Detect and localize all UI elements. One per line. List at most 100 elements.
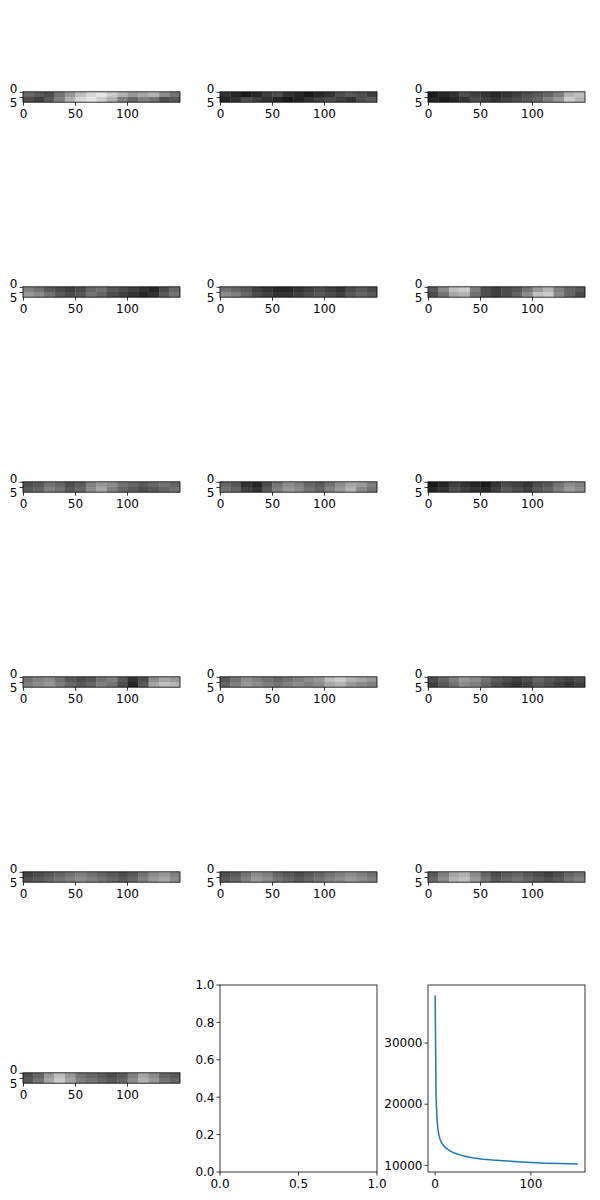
x-tick-label: 100 <box>521 497 544 511</box>
y-tick-label: 5 <box>207 681 215 695</box>
cell <box>107 682 118 687</box>
x-tick <box>428 492 429 496</box>
cell <box>107 1073 118 1078</box>
cell <box>512 872 523 877</box>
x-tick <box>75 492 76 496</box>
x-tick-label: 50 <box>473 497 488 511</box>
cell <box>335 877 346 882</box>
y-tick <box>425 92 429 93</box>
cell <box>128 872 139 877</box>
cell <box>170 877 180 882</box>
cell <box>543 677 554 682</box>
x-tick-label: 50 <box>68 887 83 901</box>
cell <box>251 287 262 292</box>
cell <box>325 287 336 292</box>
cell <box>501 287 512 292</box>
cell <box>220 682 231 687</box>
y-tick-label: 30000 <box>384 1036 422 1050</box>
y-tick <box>217 287 221 288</box>
cell <box>54 97 65 102</box>
y-tick-label: 0.0 <box>195 1165 214 1179</box>
y-tick <box>20 1073 24 1074</box>
frame <box>220 482 377 492</box>
x-tick <box>435 1172 436 1176</box>
cell <box>459 677 470 682</box>
cell <box>128 487 139 492</box>
x-tick-label: 100 <box>116 497 139 511</box>
cell <box>44 92 55 97</box>
x-tick <box>220 297 221 301</box>
cell <box>262 682 273 687</box>
cell <box>75 677 86 682</box>
cell <box>346 877 357 882</box>
cell <box>117 1078 128 1083</box>
x-tick <box>480 102 481 106</box>
cell <box>23 1078 34 1083</box>
x-tick <box>324 297 325 301</box>
cell <box>220 487 231 492</box>
cell <box>491 92 502 97</box>
cell <box>96 97 107 102</box>
x-tick-label: 50 <box>68 1088 83 1102</box>
cell <box>335 872 346 877</box>
x-tick <box>272 882 273 886</box>
cell <box>459 682 470 687</box>
cell <box>367 482 377 487</box>
x-tick-label: 100 <box>519 1177 542 1191</box>
y-tick <box>20 287 24 288</box>
plot-area <box>435 995 578 1164</box>
cell <box>293 97 304 102</box>
cell <box>149 872 160 877</box>
cell <box>117 1073 128 1078</box>
cell <box>522 292 533 297</box>
y-tick-label: 5 <box>207 876 215 890</box>
cell <box>128 97 139 102</box>
cell <box>283 877 294 882</box>
cell <box>470 877 481 882</box>
x-tick <box>532 882 533 886</box>
cell <box>575 92 585 97</box>
x-tick-label: 100 <box>116 887 139 901</box>
x-tick-label: 50 <box>68 107 83 121</box>
y-tick <box>425 677 429 678</box>
x-tick <box>220 102 221 106</box>
cell <box>159 92 170 97</box>
cell <box>575 287 585 292</box>
x-tick-label: 100 <box>521 887 544 901</box>
cell <box>220 677 231 682</box>
cell <box>470 872 481 877</box>
cell <box>149 292 160 297</box>
cell <box>304 877 315 882</box>
frame <box>428 287 585 297</box>
cell <box>459 97 470 102</box>
x-tick-label: 0 <box>425 692 433 706</box>
cell <box>44 677 55 682</box>
cell <box>491 97 502 102</box>
axes: 05010005 <box>10 1063 180 1102</box>
cell <box>117 872 128 877</box>
cell <box>459 872 470 877</box>
y-tick <box>425 1104 429 1105</box>
cell <box>293 482 304 487</box>
cell <box>262 92 273 97</box>
x-tick <box>75 297 76 301</box>
cell <box>230 482 241 487</box>
axes: 05010005 <box>207 667 377 706</box>
cell <box>367 287 377 292</box>
cell <box>230 677 241 682</box>
cell <box>159 877 170 882</box>
cell <box>512 287 523 292</box>
cell <box>304 292 315 297</box>
cell <box>107 1078 118 1083</box>
cell <box>335 482 346 487</box>
cell <box>491 487 502 492</box>
cell <box>220 287 231 292</box>
x-tick-label: 100 <box>313 497 336 511</box>
cell <box>54 92 65 97</box>
cell <box>272 287 283 292</box>
cell <box>149 482 160 487</box>
y-tick <box>217 1022 221 1023</box>
cell <box>149 92 160 97</box>
y-tick-label: 0 <box>207 82 215 96</box>
y-tick <box>217 985 221 986</box>
